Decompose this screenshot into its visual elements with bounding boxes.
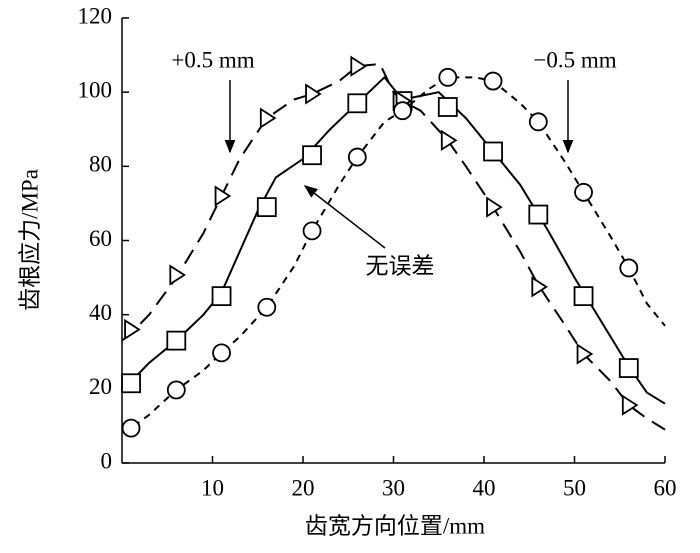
marker: [483, 141, 503, 162]
marker: [528, 112, 548, 132]
marker: [483, 71, 503, 91]
x-tick-label: 30: [382, 475, 405, 500]
marker: [619, 258, 639, 278]
marker: [621, 394, 639, 416]
annotation: −0.5 mm: [533, 47, 616, 72]
marker: [347, 93, 368, 114]
marker: [393, 101, 412, 121]
marker: [440, 129, 458, 152]
marker: [166, 380, 186, 400]
y-tick-label: 40: [89, 300, 112, 325]
x-tick-label: 20: [292, 475, 315, 500]
marker: [124, 318, 141, 341]
x-tick-label: 50: [563, 475, 586, 500]
y-tick-label: 60: [89, 226, 112, 251]
marker: [574, 182, 593, 202]
annotation-arrow: [303, 185, 386, 249]
x-axis-label: 齿宽方向位置/mm: [305, 513, 485, 538]
marker: [437, 97, 458, 117]
x-tick-label: 40: [473, 475, 496, 500]
marker: [121, 373, 141, 394]
series-line: [121, 75, 666, 405]
marker: [305, 83, 322, 105]
marker: [302, 145, 322, 166]
marker: [618, 358, 639, 378]
marker: [350, 55, 367, 77]
x-tick-label: 10: [201, 475, 224, 500]
y-tick-label: 80: [89, 152, 112, 177]
marker: [257, 297, 277, 317]
annotation: 无误差: [366, 253, 435, 278]
marker: [211, 286, 232, 307]
marker: [528, 204, 549, 225]
marker: [166, 330, 187, 351]
marker: [121, 418, 141, 438]
marker: [212, 343, 231, 363]
y-tick-label: 20: [89, 374, 112, 399]
marker: [486, 196, 503, 218]
series-line: [121, 76, 666, 433]
marker: [531, 276, 548, 298]
marker: [573, 286, 594, 307]
y-tick-label: 120: [78, 3, 113, 28]
marker: [214, 185, 232, 207]
marker: [302, 221, 322, 241]
series-line: [121, 62, 666, 431]
y-tick-label: 100: [78, 77, 113, 102]
marker: [259, 107, 277, 129]
y-tick-label: 0: [101, 448, 113, 473]
x-tick-label: 60: [654, 475, 677, 500]
marker: [169, 264, 186, 286]
marker: [256, 197, 277, 218]
marker: [576, 343, 594, 365]
marker: [438, 67, 458, 87]
y-axis-label: 齿根应力/MPa: [17, 169, 42, 311]
marker: [347, 147, 367, 167]
annotation: +0.5 mm: [171, 47, 254, 72]
